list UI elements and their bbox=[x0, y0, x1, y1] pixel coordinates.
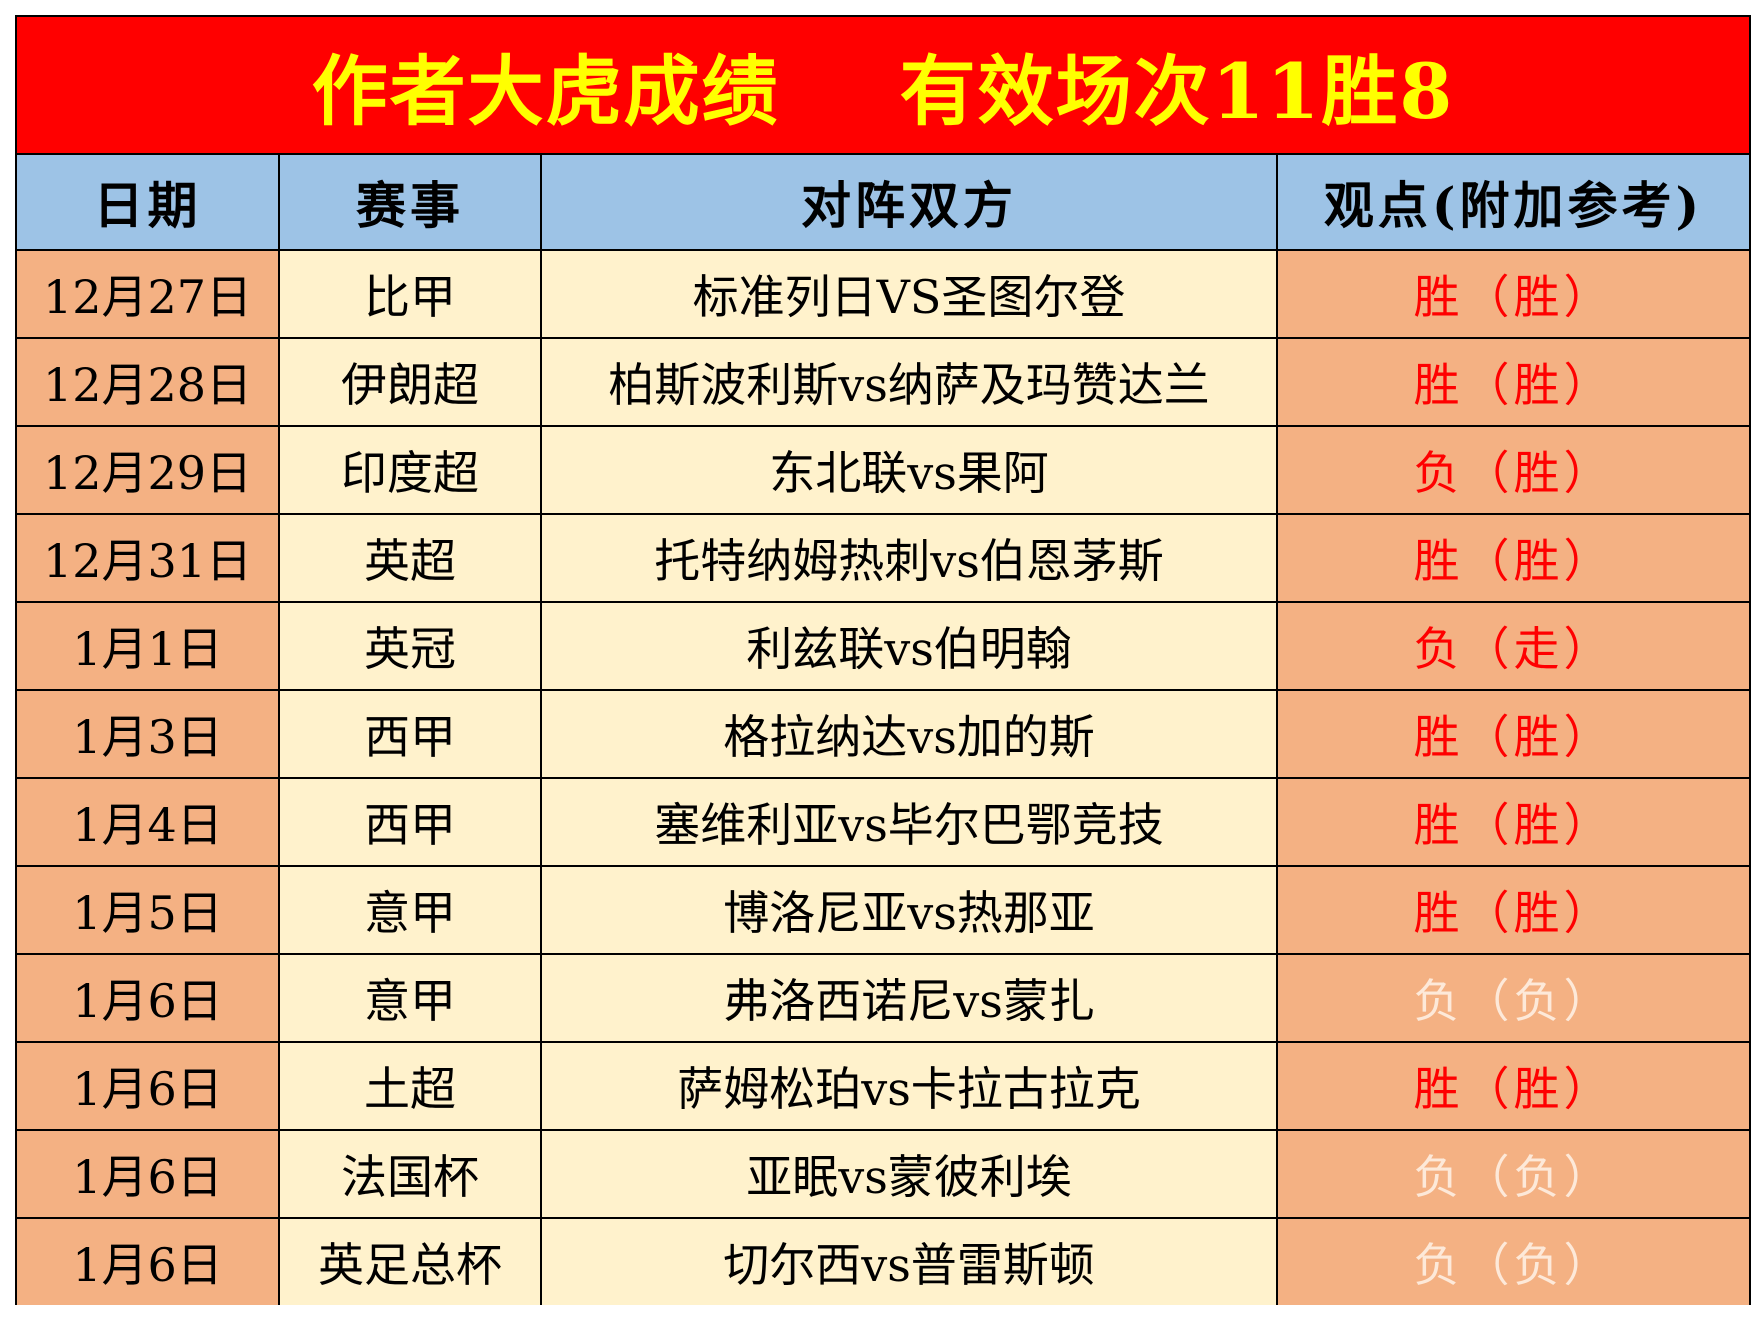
cell-league: 英超 bbox=[278, 513, 542, 603]
cell-league: 比甲 bbox=[278, 249, 542, 339]
cell-view: 胜（胜） bbox=[1276, 777, 1749, 867]
cell-date: 1月3日 bbox=[17, 689, 280, 779]
cell-match: 柏斯波利斯vs纳萨及玛赞达兰 bbox=[540, 337, 1278, 427]
table-row: 1月3日 西甲 格拉纳达vs加的斯 胜（胜） bbox=[17, 689, 1749, 779]
table-row: 1月4日 西甲 塞维利亚vs毕尔巴鄂竞技 胜（胜） bbox=[17, 777, 1749, 867]
cell-date: 1月1日 bbox=[17, 601, 280, 691]
cell-date: 12月29日 bbox=[17, 425, 280, 515]
cell-date: 1月6日 bbox=[17, 1217, 280, 1305]
table-row: 12月27日 比甲 标准列日VS圣图尔登 胜（胜） bbox=[17, 249, 1749, 339]
cell-league: 伊朗超 bbox=[278, 337, 542, 427]
cell-date: 1月5日 bbox=[17, 865, 280, 955]
table-row: 1月6日 土超 萨姆松珀vs卡拉古拉克 胜（胜） bbox=[17, 1041, 1749, 1131]
cell-date: 1月6日 bbox=[17, 1129, 280, 1219]
title-left: 作者大虎成绩 bbox=[311, 47, 780, 136]
cell-date: 12月31日 bbox=[17, 513, 280, 603]
cell-date: 12月28日 bbox=[17, 337, 280, 427]
cell-match: 托特纳姆热刺vs伯恩茅斯 bbox=[540, 513, 1278, 603]
cell-view: 胜（胜） bbox=[1276, 513, 1749, 603]
cell-match: 博洛尼亚vs热那亚 bbox=[540, 865, 1278, 955]
table-row: 12月29日 印度超 东北联vs果阿 负（胜） bbox=[17, 425, 1749, 515]
cell-view: 胜（胜） bbox=[1276, 689, 1749, 779]
table-row: 12月31日 英超 托特纳姆热刺vs伯恩茅斯 胜（胜） bbox=[17, 513, 1749, 603]
header-date: 日期 bbox=[17, 155, 280, 251]
cell-league: 西甲 bbox=[278, 777, 542, 867]
cell-view: 胜（胜） bbox=[1276, 865, 1749, 955]
header-match: 对阵双方 bbox=[540, 155, 1278, 251]
cell-view: 胜（胜） bbox=[1276, 1041, 1749, 1131]
table-row: 12月28日 伊朗超 柏斯波利斯vs纳萨及玛赞达兰 胜（胜） bbox=[17, 337, 1749, 427]
title-banner: 作者大虎成绩 有效场次11胜8 bbox=[17, 17, 1749, 155]
cell-match: 格拉纳达vs加的斯 bbox=[540, 689, 1278, 779]
cell-date: 1月6日 bbox=[17, 953, 280, 1043]
results-table: 日期 赛事 对阵双方 观点(附加参考) 12月27日 比甲 标准列日VS圣图尔登… bbox=[17, 155, 1749, 1305]
table-row: 1月6日 英足总杯 切尔西vs普雷斯顿 负（负） bbox=[17, 1217, 1749, 1305]
cell-match: 塞维利亚vs毕尔巴鄂竞技 bbox=[540, 777, 1278, 867]
cell-league: 土超 bbox=[278, 1041, 542, 1131]
table-row: 1月6日 意甲 弗洛西诺尼vs蒙扎 负（负） bbox=[17, 953, 1749, 1043]
cell-view: 胜（胜） bbox=[1276, 249, 1749, 339]
cell-view: 负（负） bbox=[1276, 1217, 1749, 1305]
cell-match: 弗洛西诺尼vs蒙扎 bbox=[540, 953, 1278, 1043]
header-view: 观点(附加参考) bbox=[1276, 155, 1749, 251]
cell-view: 负（负） bbox=[1276, 1129, 1749, 1219]
cell-date: 1月6日 bbox=[17, 1041, 280, 1131]
results-sheet: 作者大虎成绩 有效场次11胜8 日期 赛事 对阵双方 观点(附加参考) 12月2… bbox=[15, 15, 1751, 1305]
cell-view: 负（走） bbox=[1276, 601, 1749, 691]
cell-match: 亚眠vs蒙彼利埃 bbox=[540, 1129, 1278, 1219]
cell-league: 法国杯 bbox=[278, 1129, 542, 1219]
table-row: 1月6日 法国杯 亚眠vs蒙彼利埃 负（负） bbox=[17, 1129, 1749, 1219]
cell-view: 胜（胜） bbox=[1276, 337, 1749, 427]
cell-match: 萨姆松珀vs卡拉古拉克 bbox=[540, 1041, 1278, 1131]
header-league: 赛事 bbox=[278, 155, 542, 251]
cell-match: 标准列日VS圣图尔登 bbox=[540, 249, 1278, 339]
cell-match: 利兹联vs伯明翰 bbox=[540, 601, 1278, 691]
table-row: 1月1日 英冠 利兹联vs伯明翰 负（走） bbox=[17, 601, 1749, 691]
cell-league: 英冠 bbox=[278, 601, 542, 691]
cell-league: 意甲 bbox=[278, 953, 542, 1043]
cell-league: 印度超 bbox=[278, 425, 542, 515]
cell-view: 负（胜） bbox=[1276, 425, 1749, 515]
cell-league: 西甲 bbox=[278, 689, 542, 779]
title-right: 有效场次11胜8 bbox=[899, 47, 1455, 136]
cell-view: 负（负） bbox=[1276, 953, 1749, 1043]
cell-date: 12月27日 bbox=[17, 249, 280, 339]
header-row: 日期 赛事 对阵双方 观点(附加参考) bbox=[17, 155, 1749, 251]
cell-league: 英足总杯 bbox=[278, 1217, 542, 1305]
cell-match: 切尔西vs普雷斯顿 bbox=[540, 1217, 1278, 1305]
cell-match: 东北联vs果阿 bbox=[540, 425, 1278, 515]
cell-date: 1月4日 bbox=[17, 777, 280, 867]
table-row: 1月5日 意甲 博洛尼亚vs热那亚 胜（胜） bbox=[17, 865, 1749, 955]
cell-league: 意甲 bbox=[278, 865, 542, 955]
